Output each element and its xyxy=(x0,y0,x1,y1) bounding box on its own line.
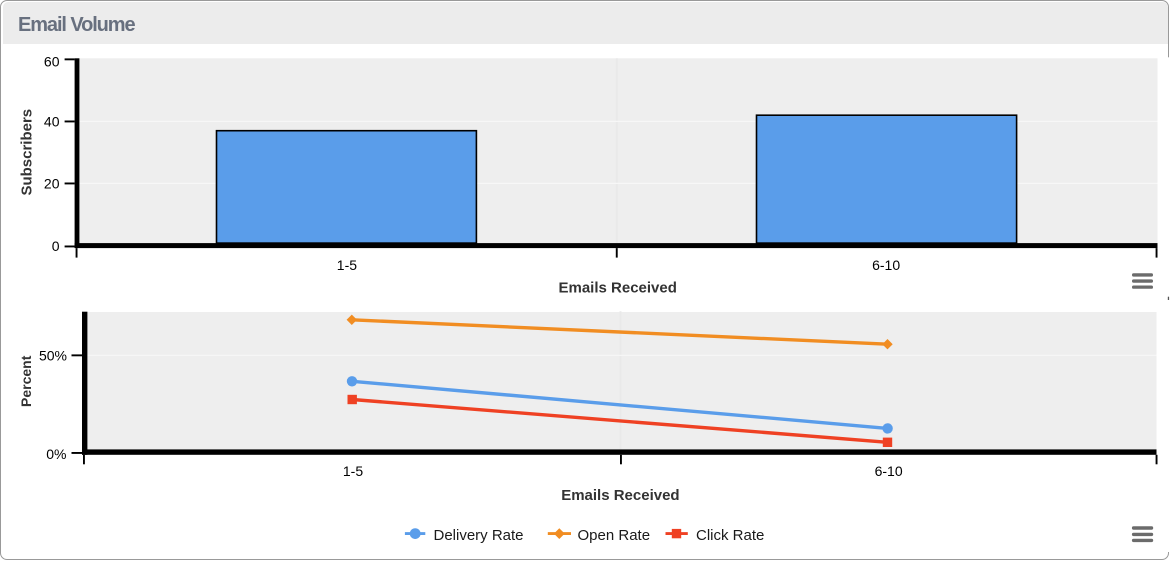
svg-text:Percent: Percent xyxy=(18,355,34,407)
svg-text:40: 40 xyxy=(44,113,60,129)
svg-text:0%: 0% xyxy=(46,446,66,462)
svg-text:Emails Received: Emails Received xyxy=(561,487,679,504)
svg-text:1-5: 1-5 xyxy=(337,257,357,273)
svg-text:20: 20 xyxy=(44,175,60,191)
svg-text:Subscribers: Subscribers xyxy=(19,109,36,196)
svg-text:Click Rate: Click Rate xyxy=(696,527,764,544)
svg-text:60: 60 xyxy=(44,53,60,69)
svg-text:Emails Received: Emails Received xyxy=(558,279,676,296)
svg-text:Open Rate: Open Rate xyxy=(578,527,651,544)
svg-text:0: 0 xyxy=(52,238,60,254)
svg-text:6-10: 6-10 xyxy=(872,257,900,273)
svg-text:Delivery Rate: Delivery Rate xyxy=(434,527,524,544)
svg-text:6-10: 6-10 xyxy=(875,463,903,479)
svg-text:50%: 50% xyxy=(39,347,67,363)
svg-text:1-5: 1-5 xyxy=(343,463,363,479)
